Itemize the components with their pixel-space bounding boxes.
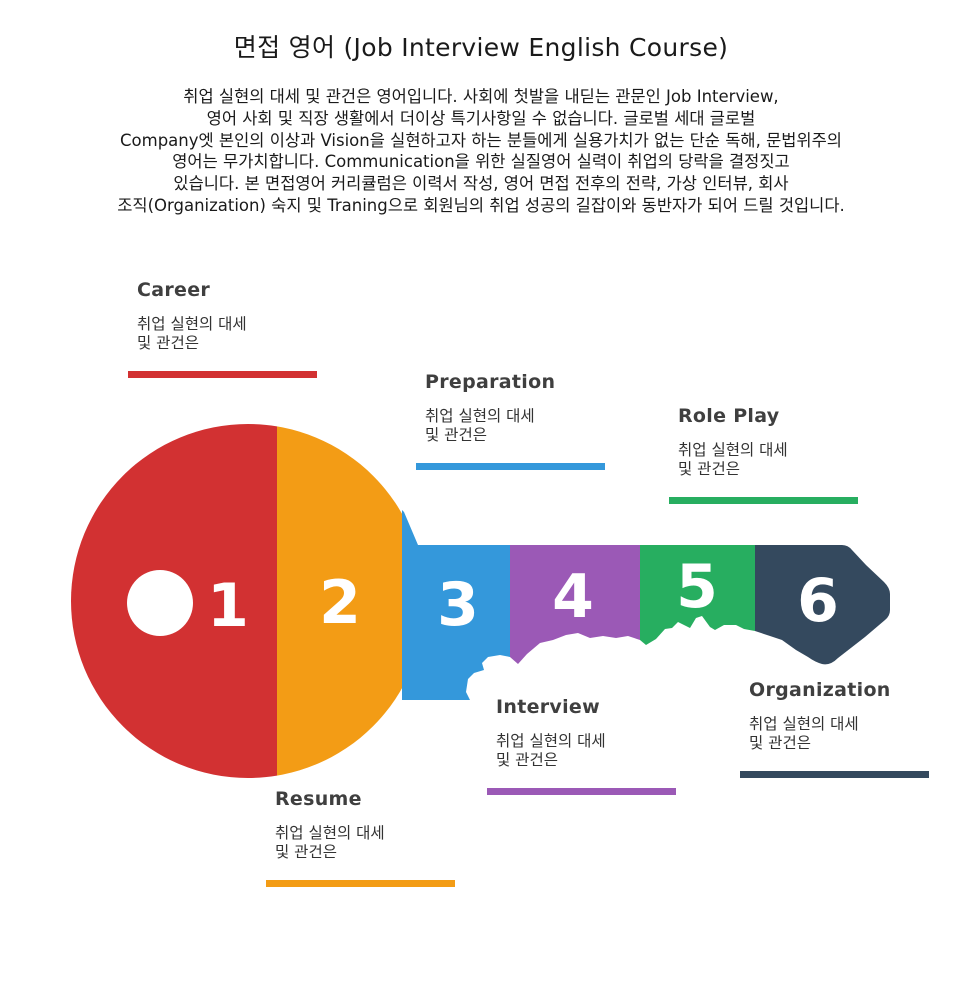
step-title: Role Play [678, 405, 780, 427]
step-description: 취업 실현의 대세 및 관건은 [749, 715, 859, 752]
step-bar-preparation [416, 463, 605, 470]
step-bar-interview [487, 788, 676, 795]
step-interview: Interview 취업 실현의 대세 및 관건은 [496, 696, 696, 770]
step-organization: Organization 취업 실현의 대세 및 관건은 [749, 679, 949, 753]
intro-paragraph: 취업 실현의 대세 및 관건은 영어입니다. 사회에 첫발을 내딛는 관문인 J… [117, 87, 845, 215]
step-preparation: Preparation 취업 실현의 대세 및 관건은 [425, 371, 625, 445]
step-description: 취업 실현의 대세 및 관건은 [496, 732, 606, 769]
segment-number-1: 1 [207, 571, 249, 641]
step-title: Interview [496, 696, 600, 718]
step-description: 취업 실현의 대세 및 관건은 [137, 315, 247, 352]
step-role-play: Role Play 취업 실현의 대세 및 관건은 [678, 405, 878, 479]
step-bar-career [128, 371, 317, 378]
step-description: 취업 실현의 대세 및 관건은 [275, 824, 385, 861]
page-title: 면접 영어 (Job Interview English Course) [233, 33, 729, 62]
segment-number-3: 3 [437, 570, 479, 640]
step-bar-role-play [669, 497, 858, 504]
segment-number-6: 6 [797, 566, 839, 636]
step-title: Preparation [425, 371, 556, 393]
step-bar-organization [740, 771, 929, 778]
segment-number-5: 5 [676, 552, 718, 622]
step-resume: Resume 취업 실현의 대세 및 관건은 [275, 788, 475, 862]
step-title: Resume [275, 788, 362, 810]
segment-number-2: 2 [319, 568, 361, 638]
key-bow-segment-2 [277, 426, 404, 776]
segment-number-4: 4 [552, 562, 594, 632]
step-title: Career [137, 279, 211, 301]
key-hole [127, 570, 193, 636]
step-description: 취업 실현의 대세 및 관건은 [678, 441, 788, 478]
step-bar-resume [266, 880, 455, 887]
step-title: Organization [749, 679, 891, 701]
step-career: Career 취업 실현의 대세 및 관건은 [137, 279, 337, 353]
key-segment-4 [510, 545, 640, 664]
key-segment-6 [755, 545, 890, 665]
step-description: 취업 실현의 대세 및 관건은 [425, 407, 535, 444]
key-segment-5 [640, 545, 755, 645]
key-segment-3 [402, 510, 510, 700]
